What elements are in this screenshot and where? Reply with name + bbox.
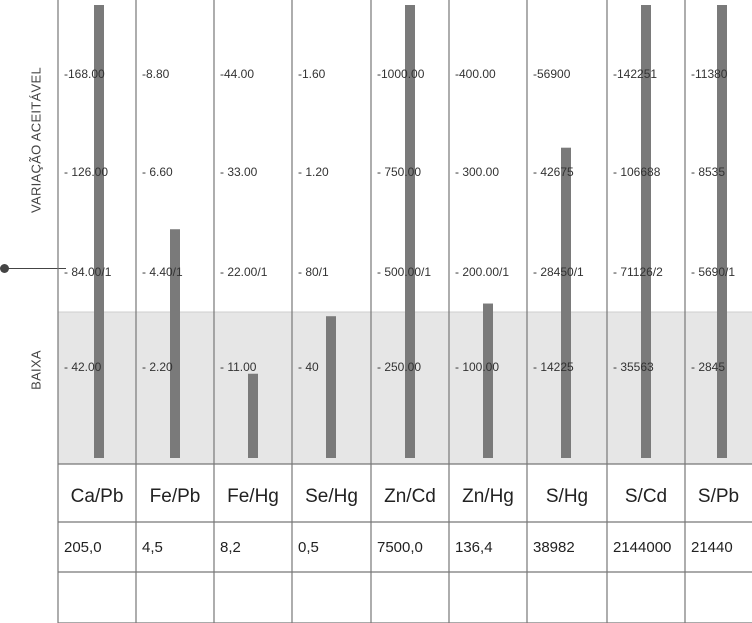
reference-marker-line [6,268,66,269]
scale-label: -1.60 [298,67,326,81]
scale-label: - 8535 [691,165,725,179]
scale-label: -8.80 [142,67,170,81]
value-label: 136,4 [455,539,493,556]
scale-label: -56900 [533,67,571,81]
scale-label: - 4.40/1 [142,265,183,279]
scale-label: - 126.00 [64,165,108,179]
value-label: 8,2 [220,539,241,556]
scale-label: -168.00 [64,67,105,81]
scale-label: - 11.00 [220,360,257,374]
category-label: Fe/Hg [227,486,279,507]
value-label: 205,0 [64,539,102,556]
bar-Zn-Hg [483,303,493,458]
scale-label: -400.00 [455,67,496,81]
category-label: S/Hg [546,486,588,507]
category-label: Zn/Hg [462,486,514,507]
scale-label: - 200.00/1 [455,265,509,279]
scale-label: - 40 [298,360,319,374]
bar-Fe-Pb [170,229,180,458]
value-label: 0,5 [298,539,319,556]
scale-label: - 35563 [613,360,654,374]
value-label: 4,5 [142,539,163,556]
scale-label: - 2.20 [142,360,173,374]
category-label: Se/Hg [305,486,358,507]
scale-label: - 42675 [533,165,574,179]
scale-label: - 28450/1 [533,265,584,279]
category-label: Fe/Pb [150,486,201,507]
bar-Zn-Cd [405,5,415,458]
scale-label: - 2845 [691,360,725,374]
scale-label: - 84.00/1 [64,265,112,279]
scale-label: - 6.60 [142,165,173,179]
reference-marker-dot [0,264,9,273]
scale-label: -11380 [691,67,728,81]
category-label: Zn/Cd [384,486,436,507]
scale-label: - 22.00/1 [220,265,268,279]
scale-label: - 42.00 [64,360,102,374]
category-label: S/Pb [698,486,739,507]
value-label: 21440 [691,539,733,556]
scale-label: - 750.00 [377,165,421,179]
scale-label: - 71126/2 [613,265,663,279]
category-label: S/Cd [625,486,667,507]
scale-label: - 106688 [613,165,661,179]
scale-label: - 80/1 [298,265,329,279]
scale-label: - 100.00 [455,360,499,374]
value-label: 38982 [533,539,575,556]
scale-label: - 300.00 [455,165,499,179]
bar-Se-Hg [326,316,336,458]
bar-S-Pb [717,5,727,458]
scale-label: -1000.00 [377,67,425,81]
scale-label: - 33.00 [220,165,258,179]
scale-label: -44.00 [220,67,254,81]
scale-label: - 5690/1 [691,265,735,279]
scale-label: - 1.20 [298,165,329,179]
bar-Ca-Pb [94,5,104,458]
bar-S-Hg [561,147,571,458]
value-label: 7500,0 [377,539,423,556]
scale-label: - 14225 [533,360,574,374]
scale-label: - 250.00 [377,360,421,374]
scale-label: -142251 [613,67,657,81]
bar-S-Cd [641,5,651,458]
category-label: Ca/Pb [71,486,124,507]
bar-Fe-Hg [248,373,258,458]
value-label: 2144000 [613,539,671,556]
scale-label: - 500.00/1 [377,265,431,279]
